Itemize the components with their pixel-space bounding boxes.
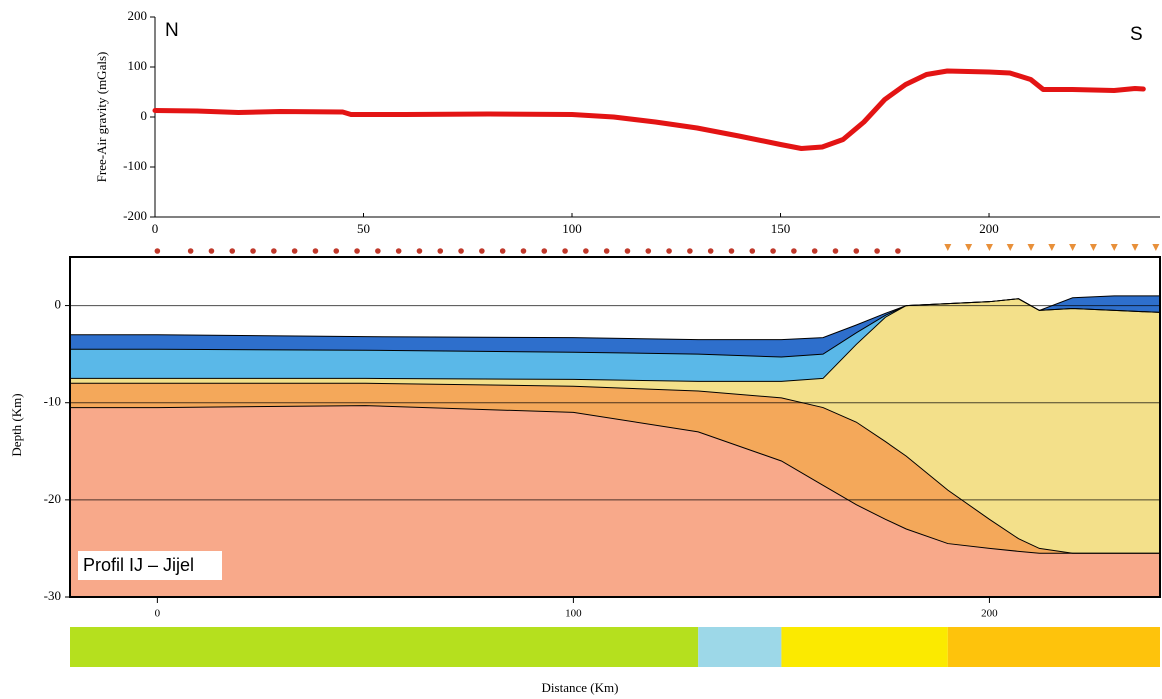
y-tick-label: 0 <box>55 297 62 312</box>
station <box>666 248 672 254</box>
annotation: Profil IJ – Jijel <box>83 555 194 575</box>
y-tick-label: -10 <box>44 394 61 409</box>
station <box>874 248 880 254</box>
station <box>333 248 340 254</box>
station <box>208 248 215 254</box>
station <box>1089 244 1097 251</box>
layer <box>70 383 1160 554</box>
station <box>791 248 797 254</box>
y-tick-label: 100 <box>128 58 148 73</box>
station <box>312 248 319 254</box>
y-tick-label: 200 <box>128 8 148 23</box>
station <box>583 248 589 254</box>
station <box>707 248 714 254</box>
layer <box>70 295 1160 358</box>
layer-boundary <box>70 295 1160 341</box>
station <box>541 248 548 254</box>
y-axis-label: Free-Air gravity (mGals) <box>94 52 109 183</box>
station <box>229 248 236 254</box>
x-tick-label: 100 <box>562 221 582 236</box>
station <box>1069 244 1077 251</box>
station <box>728 248 735 254</box>
layer-boundary <box>70 405 1160 554</box>
annotation: N <box>165 20 179 41</box>
station <box>1152 244 1160 251</box>
station <box>687 248 693 254</box>
zone <box>698 627 782 667</box>
station <box>1131 244 1139 251</box>
x-tick-label: 100 <box>565 608 582 620</box>
station <box>479 248 485 254</box>
station <box>187 248 194 254</box>
x-tick-label: 200 <box>979 221 999 236</box>
station <box>499 248 506 254</box>
station <box>832 248 839 254</box>
x-tick-label: 0 <box>155 608 161 620</box>
section <box>70 295 1161 598</box>
annotation: S <box>1130 24 1143 45</box>
station <box>1048 244 1056 251</box>
label-box <box>78 551 222 580</box>
station <box>375 248 381 254</box>
station <box>354 248 360 254</box>
layer <box>70 405 1160 597</box>
station <box>250 248 256 254</box>
station <box>895 248 901 254</box>
gravity-line <box>152 68 1146 151</box>
y-tick-label: -200 <box>123 208 147 223</box>
station <box>645 248 652 254</box>
layer-boundary <box>70 298 1161 382</box>
station <box>603 248 610 254</box>
layer <box>70 298 1160 554</box>
x-tick-label: 0 <box>152 221 159 236</box>
station <box>853 248 860 254</box>
y-axis-label: Depth (Km) <box>9 393 24 456</box>
layer-boundary <box>70 382 1160 554</box>
layer <box>70 298 1160 382</box>
station <box>1027 244 1035 251</box>
station <box>749 248 756 254</box>
station <box>437 248 444 254</box>
station <box>770 248 776 254</box>
x-axis-label: Distance (Km) <box>542 680 619 695</box>
zone <box>70 627 699 667</box>
zone <box>947 627 1160 667</box>
station <box>416 248 423 254</box>
plot-frame <box>69 256 1161 598</box>
station <box>271 248 277 254</box>
station <box>811 248 818 254</box>
station <box>154 248 161 254</box>
x-tick-label: 50 <box>357 221 370 236</box>
station <box>624 248 631 254</box>
station <box>944 244 952 251</box>
station <box>985 244 993 251</box>
y-tick-label: 0 <box>141 108 148 123</box>
x-tick-label: 200 <box>981 608 998 620</box>
y-tick-label: -100 <box>123 158 147 173</box>
y-tick-label: -30 <box>44 588 61 603</box>
station <box>520 248 527 254</box>
station <box>1006 244 1014 251</box>
x-tick-label: 150 <box>771 221 791 236</box>
station <box>562 248 568 254</box>
station <box>291 248 298 254</box>
y-tick-label: -20 <box>44 491 61 506</box>
station <box>1110 244 1118 251</box>
station <box>395 248 402 254</box>
station <box>965 244 973 251</box>
station <box>458 248 464 254</box>
zone <box>781 627 948 667</box>
